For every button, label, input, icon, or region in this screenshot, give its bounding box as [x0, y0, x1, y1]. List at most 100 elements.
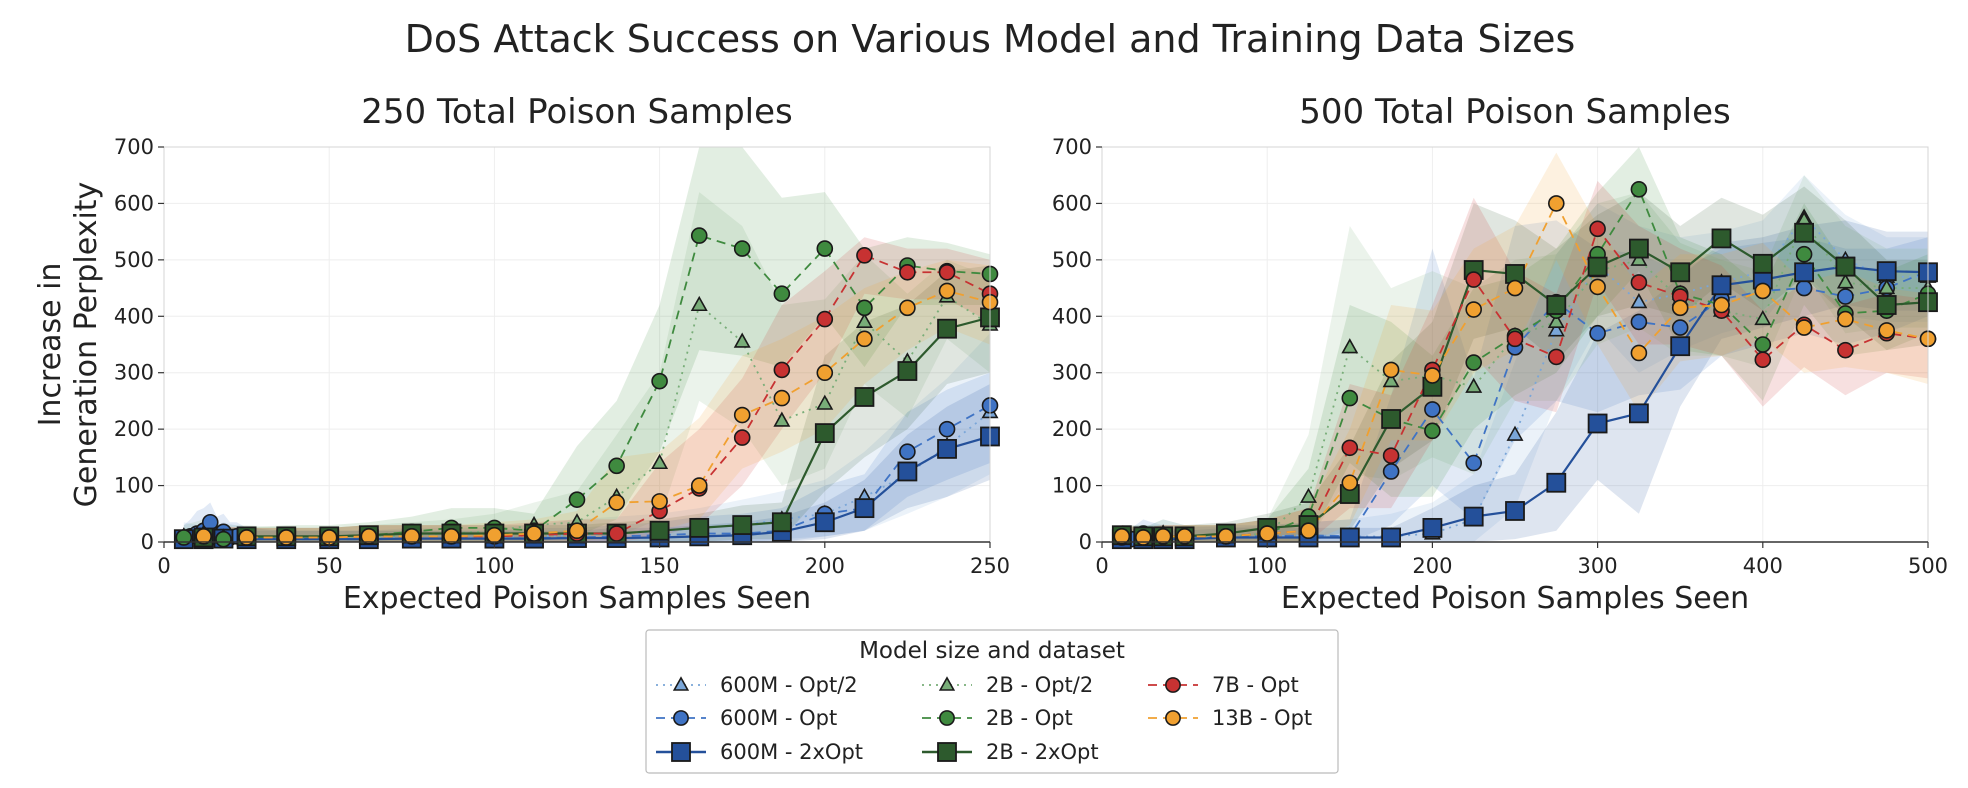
- point-600M-2xopt: [1381, 527, 1401, 548]
- point-7B-opt: [773, 361, 791, 379]
- legend-label: 600M - 2xOpt: [720, 740, 863, 764]
- x-tick-label: 200: [805, 554, 845, 578]
- legend-marker: [673, 710, 689, 726]
- y-tick-label: 600: [114, 191, 154, 215]
- point-7B-opt: [1589, 220, 1606, 238]
- band-2B-opt2: [183, 192, 990, 542]
- point-600M-opt: [1465, 454, 1482, 472]
- x-tick-label: 50: [316, 554, 343, 578]
- point-600M-opt: [1837, 288, 1854, 305]
- x-tick-label: 100: [1247, 554, 1287, 578]
- panel-500-total: 0 100 200 300 400 500 0 100 200 300 400 500 600 700 50…: [1052, 92, 1948, 616]
- point-2B-opt: [816, 240, 834, 257]
- point-2B-opt2: [855, 312, 873, 328]
- point-2B-2xopt: [1794, 222, 1814, 243]
- point-13B-opt: [1878, 322, 1895, 339]
- point-7B-opt: [608, 525, 625, 542]
- legend-item-13B-opt: 13B - Opt: [1148, 706, 1312, 730]
- y-tick-label: 700: [114, 135, 154, 159]
- point-2B-opt: [733, 240, 751, 257]
- point-13B-opt: [1754, 282, 1772, 300]
- legend-item-2B-2xopt: 2B - 2xOpt: [922, 740, 1099, 764]
- point-2B-opt2: [1754, 309, 1772, 326]
- point-2B-opt: [1630, 181, 1648, 198]
- point-13B-opt: [1713, 296, 1730, 314]
- point-2B-2xopt: [689, 517, 710, 538]
- point-600M-opt: [1589, 324, 1606, 342]
- legend: Model size and dataset 600M - Opt/2 600M …: [645, 629, 1339, 774]
- figure-title: DoS Attack Success on Various Model and …: [405, 17, 1576, 61]
- point-13B-opt: [899, 299, 916, 317]
- y-tick-label: 600: [1052, 191, 1092, 215]
- point-600M-opt: [1382, 463, 1400, 480]
- point-7B-opt: [899, 263, 916, 281]
- band-600M-opt2: [1121, 175, 1928, 542]
- point-13B-opt: [277, 529, 295, 546]
- legend-marker: [1165, 710, 1181, 726]
- point-13B-opt: [1506, 279, 1524, 297]
- point-600M-2xopt: [1339, 527, 1360, 548]
- point-600M-opt: [1795, 279, 1813, 297]
- point-2B-opt: [1424, 422, 1441, 440]
- point-2B-opt: [175, 529, 193, 546]
- point-2B-2xopt: [1587, 256, 1608, 277]
- x-axis-label: Expected Poison Samples Seen: [343, 581, 811, 616]
- point-2B-opt: [608, 457, 625, 475]
- point-13B-opt: [733, 406, 751, 424]
- point-2B-opt: [690, 227, 708, 244]
- point-7B-opt: [1837, 341, 1854, 359]
- point-7B-opt: [1341, 439, 1359, 457]
- y-tick-label: 200: [1052, 417, 1092, 441]
- point-7B-opt: [938, 263, 956, 281]
- point-2B-opt: [1465, 354, 1482, 371]
- point-7B-opt: [1548, 348, 1565, 366]
- point-600M-2xopt: [1876, 261, 1897, 282]
- point-13B-opt: [403, 528, 421, 545]
- point-2B-2xopt: [1546, 295, 1567, 315]
- panel-title: 250 Total Poison Samples: [361, 92, 793, 132]
- band-2B-opt: [183, 147, 990, 542]
- point-13B-opt: [1258, 525, 1276, 542]
- point-600M-2xopt: [1422, 517, 1443, 538]
- x-tick-label: 300: [1578, 554, 1618, 578]
- point-2B-opt: [215, 530, 232, 548]
- point-2B-opt: [1795, 245, 1813, 263]
- x-tick-label: 200: [1412, 554, 1452, 578]
- point-2B-opt: [1754, 336, 1772, 353]
- y-tick-label: 100: [114, 474, 154, 498]
- point-2B-2xopt: [854, 387, 875, 407]
- y-tick-label: 700: [1052, 135, 1092, 159]
- x-tick-label: 0: [1095, 554, 1108, 578]
- point-13B-opt: [1154, 528, 1172, 545]
- line-2B-opt2: [183, 295, 990, 539]
- point-13B-opt: [1630, 344, 1648, 362]
- y-tick-label: 500: [114, 248, 154, 272]
- point-13B-opt: [1382, 361, 1400, 379]
- point-600M-2xopt: [1711, 275, 1732, 296]
- y-axis-label-line2: Generation Perplexity: [69, 182, 104, 508]
- y-tick-label: 100: [1052, 474, 1092, 498]
- point-13B-opt: [1671, 299, 1689, 317]
- point-13B-opt: [856, 330, 873, 348]
- panel-250-total: 0 50 100 150 200 250 0 100 200 300 400 500 600 700 250…: [33, 92, 1010, 616]
- panel-title: 500 Total Poison Samples: [1299, 92, 1731, 132]
- band-13B-opt: [1121, 152, 1928, 542]
- y-tick-label: 400: [114, 304, 154, 328]
- y-tick-label: 300: [1052, 361, 1092, 385]
- point-13B-opt: [568, 522, 586, 540]
- y-tick-label: 0: [1079, 530, 1092, 554]
- x-tick-label: 250: [970, 554, 1010, 578]
- legend-marker: [1165, 677, 1181, 693]
- point-13B-opt: [1176, 528, 1193, 545]
- point-7B-opt: [856, 247, 873, 264]
- y-tick-label: 500: [1052, 248, 1092, 272]
- point-2B-opt2: [1382, 372, 1400, 388]
- x-tick-label: 400: [1743, 554, 1783, 578]
- point-600M-2xopt: [1546, 472, 1567, 493]
- point-13B-opt: [1135, 529, 1152, 546]
- band-2B-opt: [1121, 147, 1928, 542]
- point-2B-2xopt: [1835, 256, 1856, 277]
- point-7B-opt: [816, 310, 834, 328]
- line-13B-opt: [203, 289, 990, 539]
